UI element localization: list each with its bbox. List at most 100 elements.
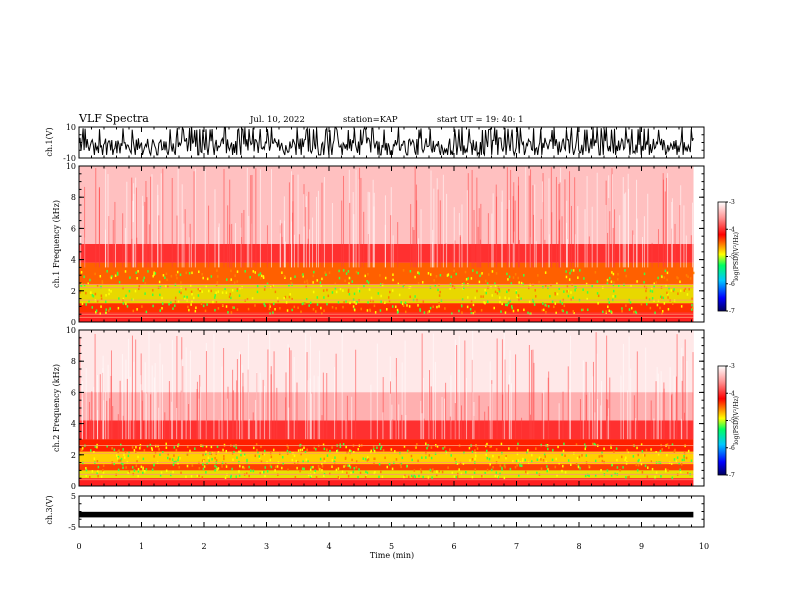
spectrogram-speckle (606, 282, 609, 285)
spectrogram-speckle (510, 305, 513, 308)
spectrogram-speckle (334, 456, 336, 459)
spectrogram-streak (594, 412, 596, 440)
spectrogram-speckle (660, 295, 662, 299)
spectrogram-speckle (323, 447, 326, 451)
spectrogram-speckle (263, 449, 266, 453)
spectrogram-streak (317, 190, 319, 268)
spectrogram-speckle (585, 454, 588, 457)
spectrogram-speckle (291, 308, 293, 312)
spectrogram-speckle (282, 462, 284, 465)
spectrogram-speckle (640, 443, 643, 446)
spectrogram-streak (247, 333, 249, 440)
spectrogram-speckle (234, 274, 236, 278)
spectrogram-speckle (561, 309, 563, 312)
y-tick-label: -5 (68, 523, 76, 532)
spectrogram-speckle (562, 464, 564, 468)
spectrogram-speckle (627, 451, 630, 454)
spectrogram-speckle (114, 274, 117, 277)
spectrogram-speckle (238, 474, 241, 477)
spectrogram-speckle (655, 281, 658, 284)
spectrogram-speckle (611, 271, 613, 274)
spectrogram-streak (133, 193, 135, 268)
spectrogram-streak (331, 203, 333, 268)
spectrogram-speckle (264, 304, 266, 308)
spectrogram-speckle (499, 464, 502, 467)
spectrogram-streak (262, 379, 264, 440)
spectrogram-speckle (342, 269, 345, 272)
spectrogram-speckle (97, 465, 100, 469)
spectrogram-speckle (597, 302, 599, 305)
spectrogram-speckle (199, 287, 201, 291)
spectrogram-speckle (458, 468, 460, 471)
spectrogram-streak (205, 351, 207, 440)
spectrogram-streak (510, 169, 512, 268)
spectrogram-streak (132, 200, 134, 268)
spectrogram-speckle (685, 274, 688, 277)
spectrogram-speckle (210, 445, 213, 449)
x-tick-label: 0 (76, 542, 81, 551)
spectrogram-streak (445, 423, 447, 440)
spectrogram-speckle (337, 301, 340, 304)
spectrogram-speckle (465, 278, 468, 281)
spectrogram-streak (671, 201, 673, 268)
spectrogram-speckle (657, 452, 660, 456)
spectrogram-speckle (135, 464, 138, 468)
spectrogram-speckle (534, 295, 537, 298)
spectrogram-speckle (188, 308, 190, 312)
spectrogram-speckle (434, 452, 437, 456)
spectrogram-speckle (194, 309, 197, 313)
spectrogram-speckle (379, 447, 382, 451)
spectrogram-streak (655, 381, 657, 440)
spectrogram-streak (363, 211, 365, 268)
spectrogram-streak (119, 380, 121, 440)
spectrogram-speckle (531, 453, 533, 457)
spectrogram-speckle (143, 449, 146, 452)
spectrogram-speckle (186, 445, 189, 448)
spectrogram-speckle (175, 273, 178, 277)
spectrogram-speckle (417, 304, 419, 307)
spectrogram-speckle (331, 291, 334, 294)
spectrogram-speckle (201, 459, 204, 462)
spectrogram-speckle (417, 459, 419, 463)
spectrogram-speckle (670, 462, 673, 465)
spectrogram-speckle (468, 446, 471, 450)
spectrogram-streak (635, 418, 637, 440)
spectrogram-speckle (334, 282, 337, 286)
spectrogram-speckle (326, 454, 329, 457)
spectrogram-streak (560, 167, 562, 268)
spectrogram-streak (390, 187, 392, 268)
spectrogram-speckle (236, 280, 239, 283)
spectrogram-streak (242, 372, 244, 440)
spectrogram-streak (390, 215, 392, 268)
spectrogram-speckle (276, 297, 279, 300)
spectrogram-speckle (355, 302, 357, 305)
spectrogram-speckle (616, 278, 619, 281)
spectrogram-speckle (198, 270, 200, 274)
spectrogram-speckle (91, 470, 94, 473)
spectrogram-streak (401, 414, 403, 440)
spectrogram-speckle (194, 447, 196, 450)
spectrogram-speckle (248, 465, 250, 469)
spectrogram-speckle (670, 289, 673, 292)
spectrogram-speckle (625, 304, 627, 307)
spectrogram-speckle (581, 308, 583, 312)
spectrogram-speckle (331, 459, 334, 462)
spectrogram-speckle (512, 276, 515, 279)
spectrogram-speckle (640, 462, 643, 466)
spectrogram-speckle (550, 283, 552, 287)
spectrogram-speckle (217, 467, 220, 470)
spectrogram-speckle (663, 276, 666, 279)
spectrogram-speckle (167, 452, 169, 456)
spectrogram-speckle (102, 464, 105, 467)
spectrogram-speckle (275, 465, 277, 469)
spectrogram-speckle (676, 456, 679, 459)
spectrogram-speckle (455, 272, 457, 276)
spectrogram-streak (544, 239, 546, 268)
spectrogram-speckle (201, 444, 204, 448)
spectrogram-speckle (216, 445, 219, 448)
spectrogram-streak (532, 185, 534, 268)
spectrogram-speckle (324, 460, 326, 463)
spectrogram-streak (112, 406, 114, 440)
spectrogram-speckle (463, 451, 465, 455)
